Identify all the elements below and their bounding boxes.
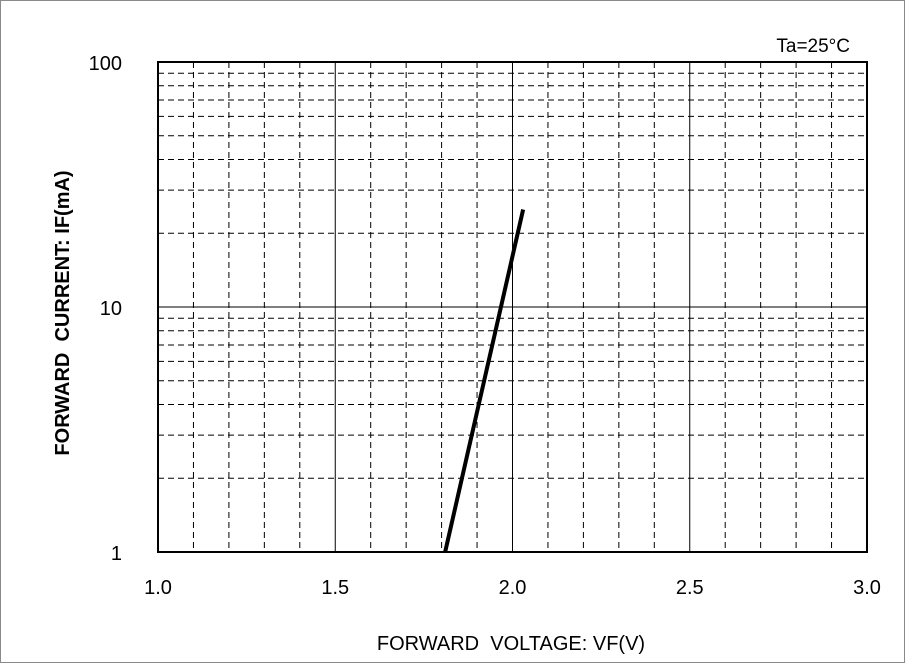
x-tick-label: 2.5 bbox=[676, 577, 704, 599]
y-tick-label: 100 bbox=[89, 53, 122, 75]
y-tick-label: 1 bbox=[111, 543, 122, 565]
condition-label: Ta=25°C bbox=[776, 36, 850, 57]
x-tick-label: 1.0 bbox=[144, 577, 172, 599]
x-tick-label: 1.5 bbox=[321, 577, 349, 599]
y-axis-label: FORWARD CURRENT: IF(mA) bbox=[52, 170, 74, 455]
series-layer bbox=[443, 209, 526, 553]
y-tick-labels: 1 10 100 bbox=[89, 53, 122, 565]
grid-major bbox=[158, 62, 867, 552]
series-line-0 bbox=[443, 209, 526, 553]
x-tick-label: 2.0 bbox=[499, 577, 527, 599]
plot-area-border bbox=[157, 61, 868, 553]
x-axis-label: FORWARD VOLTAGE: VF(V) bbox=[377, 633, 645, 655]
x-tick-label: 3.0 bbox=[853, 577, 881, 599]
y-tick-label: 10 bbox=[100, 298, 122, 320]
x-tick-labels: 1.0 1.5 2.0 2.5 3.0 bbox=[144, 577, 881, 599]
